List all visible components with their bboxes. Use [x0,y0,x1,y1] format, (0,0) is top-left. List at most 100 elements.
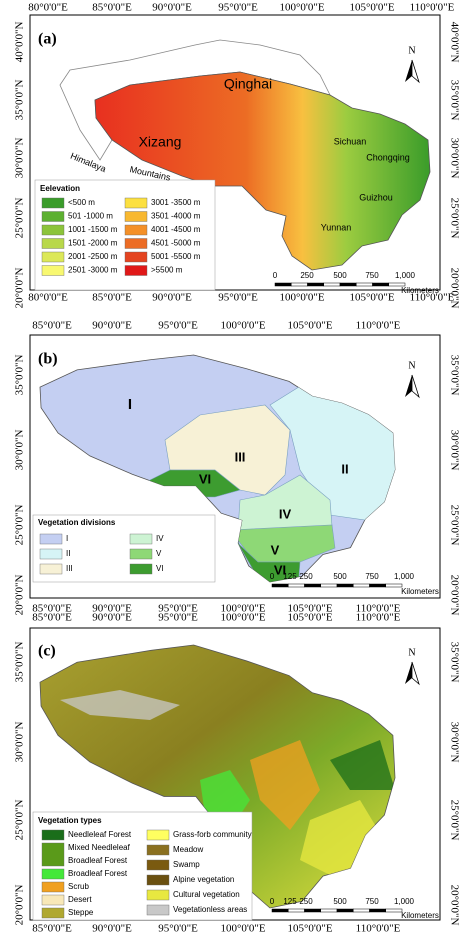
legend-label: Swamp [173,860,200,869]
lat-tick-label: 30°0'0"N [14,138,26,179]
scale-bar [291,282,308,287]
veg-patch [60,690,180,720]
legend-title: Eelevation [40,184,80,193]
legend-swatch [41,224,65,236]
place-label: Qinghai [224,76,272,92]
scale-bar [271,583,289,588]
legend-label: II [66,549,70,558]
scale-bar [339,282,357,287]
legend-swatch [41,238,65,249]
lon-tick-label: 95°0'0"E [158,603,198,615]
lon-tick-label: 110°0'0"E [410,2,455,14]
scale-label: 0 [270,572,275,581]
place-label: Chongqing [366,152,410,162]
legend-swatch [146,904,170,916]
scale-label: 500 [333,271,347,280]
legend-swatch [124,251,148,263]
lon-tick-label: 105°0'0"E [287,603,332,615]
map-panel [29,334,441,599]
lat-tick-label: 20°0'0"N [448,575,460,616]
scale-label: 1,000 [394,897,415,906]
lat-tick-label: 30°0'0"N [448,138,460,179]
legend-swatch [41,907,65,919]
veg-patch [330,740,395,790]
lon-tick-label: 90°0'0"E [92,923,132,935]
place-label: Sichuan [334,136,367,146]
scale-bar [388,282,406,287]
legend-label: III [66,564,73,573]
scale-bar [385,583,403,588]
scale-label: 0 [273,271,278,280]
legend-swatch [39,563,63,575]
legend-label: <500 m [68,198,95,207]
lon-tick-label: 95°0'0"E [158,320,198,332]
lon-tick-label: 105°0'0"E [287,923,332,935]
lon-tick-label: 95°0'0"E [158,923,198,935]
place-label: III [235,449,246,464]
legend-label: Steppe [68,908,94,917]
scale-bar [320,908,338,913]
legend-swatch [129,533,153,545]
lon-tick-label: 105°0'0"E [349,292,394,304]
scale-unit: Kilometers [401,587,439,596]
scale-bar [356,282,373,287]
scale-label: 750 [365,572,379,581]
lon-tick-label: 85°0'0"E [92,2,132,14]
lat-tick-label: 35°0'0"N [448,355,460,396]
scale-bar [336,908,354,913]
lon-tick-label: 110°0'0"E [410,292,455,304]
legend-label: 5001 -5500 m [151,252,201,261]
scale-bar [369,583,386,588]
lat-tick-label: 30°0'0"N [448,430,460,471]
lat-tick-label: 25°0'0"N [14,800,26,841]
scale-bar [304,908,321,913]
scale-label: 250 [300,271,314,280]
legend-box [32,514,216,583]
scale-bar [336,583,354,588]
lon-tick-label: 105°0'0"E [287,612,332,624]
legend-label: 501 -1000 m [68,212,113,221]
lat-tick-label: 30°0'0"N [14,430,26,471]
panel-label: (b) [38,351,58,368]
lat-tick-label: 25°0'0"N [448,198,460,239]
lon-tick-label: 95°0'0"E [218,2,258,14]
map-panel [29,627,441,921]
legend-label: Cultural vegetation [173,890,240,899]
legend-swatch [41,894,65,906]
lon-tick-label: 110°0'0"E [356,612,401,624]
lat-tick-label: 20°0'0"N [14,575,26,616]
legend-label: 1001 -1500 m [68,225,118,234]
scale-bar [304,583,321,588]
legend-label: V [156,549,162,558]
scale-bar [288,908,305,913]
lon-tick-label: 100°0'0"E [220,320,265,332]
scale-label: 1,000 [395,271,416,280]
legend-label: 2001 -2500 m [68,252,118,261]
legend-swatch [41,197,65,209]
north-arrow [405,375,412,397]
north-label: N [408,45,415,56]
place-label: II [341,461,348,476]
legend-title: Vegetation divisions [38,518,116,527]
legend-swatch [146,844,170,856]
lon-tick-label: 100°0'0"E [279,292,324,304]
north-arrow [405,662,412,684]
scale-unit: Kilometers [401,286,439,295]
scale-bar [353,908,370,913]
legend-swatch [41,868,65,880]
place-label: VI [274,562,286,577]
lat-tick-label: 30°0'0"N [14,722,26,763]
lon-tick-label: 90°0'0"E [92,612,132,624]
scale-label: 750 [365,897,379,906]
legend-label: Broadleaf Forest [68,856,128,865]
legend-label: Grass-forb community [173,830,252,839]
legend-label: Meadow [173,845,203,854]
lat-tick-label: 25°0'0"N [14,505,26,546]
place-label: Xizang [139,134,182,150]
scale-label: 250 [299,572,313,581]
lat-tick-label: 25°0'0"N [448,800,460,841]
place-label: I [128,396,132,413]
lon-tick-label: 95°0'0"E [218,292,258,304]
scale-label: 500 [333,572,347,581]
lon-tick-label: 80°0'0"E [28,292,68,304]
